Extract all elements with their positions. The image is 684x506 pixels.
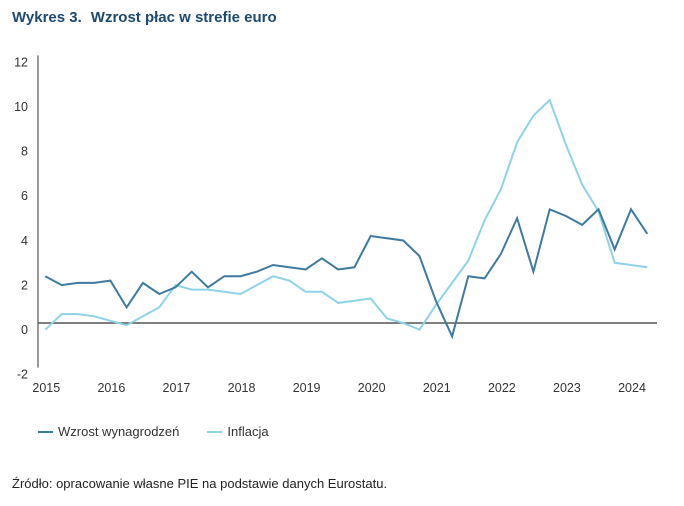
chart-title-text: Wzrost płac w strefie euro: [90, 9, 277, 26]
x-tick-label: 2016: [97, 381, 125, 395]
chart-title: Wykres 3. Wzrost płac w strefie euro: [12, 9, 277, 26]
chart-number: Wykres 3.: [12, 9, 82, 26]
legend-item-inflation: Inflacja: [207, 424, 269, 439]
series-group: [44, 98, 649, 340]
series-line-wages: [44, 207, 649, 340]
legend-swatch-inflation: [207, 430, 223, 433]
x-tick-label: 2015: [32, 381, 60, 395]
y-axis-ticks: -2 0 2 4 6 8 10 12: [14, 55, 28, 381]
y-tick-label: 4: [21, 234, 28, 248]
legend-item-wages: Wzrost wynagrodzeń: [38, 424, 179, 439]
x-tick-label: 2024: [618, 381, 646, 395]
x-tick-label: 2018: [228, 381, 256, 395]
y-tick-label: 6: [21, 189, 28, 203]
source-note: Źródło: opracowanie własne PIE na podsta…: [12, 476, 388, 491]
y-tick-label: 2: [21, 278, 28, 292]
x-tick-label: 2023: [553, 381, 581, 395]
legend: Wzrost wynagrodzeń Inflacja: [38, 424, 297, 439]
y-tick-label: -2: [17, 368, 28, 382]
x-tick-label: 2021: [423, 381, 451, 395]
series-line-inflation: [44, 98, 648, 331]
legend-label-wages: Wzrost wynagrodzeń: [58, 424, 180, 439]
y-tick-label: 0: [21, 323, 28, 337]
x-tick-label: 2017: [163, 381, 191, 395]
legend-swatch-wages: [38, 430, 53, 433]
legend-label-inflation: Inflacja: [227, 424, 269, 439]
y-tick-label: 12: [14, 55, 28, 69]
y-tick-label: 10: [14, 100, 28, 114]
x-tick-label: 2022: [488, 381, 516, 395]
x-tick-label: 2019: [293, 381, 321, 395]
x-axis-ticks: 2015 2016 2017 2018 2019 2020 2021 2022 2023 2024: [32, 381, 646, 395]
x-tick-label: 2020: [358, 381, 386, 395]
y-tick-label: 8: [21, 145, 28, 159]
